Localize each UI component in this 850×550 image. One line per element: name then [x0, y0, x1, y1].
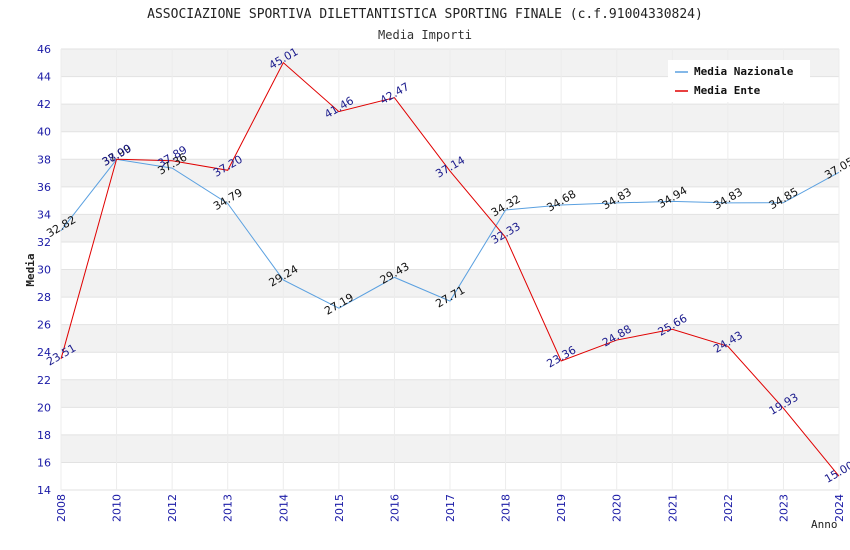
x-tick-label: 2021 [666, 494, 679, 522]
y-tick-label: 38 [37, 153, 51, 166]
y-tick-label: 28 [37, 291, 51, 304]
x-tick-label: 2017 [444, 494, 457, 522]
y-tick-label: 32 [37, 236, 51, 249]
y-tick-label: 44 [37, 71, 51, 84]
series-line-media-ente [60, 61, 840, 477]
x-tick-label: 2020 [611, 494, 624, 522]
x-tick-label: 2023 [777, 494, 790, 522]
y-tick-label: 36 [37, 181, 51, 194]
series-lines [60, 61, 840, 477]
chart-title: ASSOCIAZIONE SPORTIVA DILETTANTISTICA SP… [147, 7, 703, 22]
y-tick-label: 46 [37, 43, 51, 56]
y-axis-label: Media [24, 253, 37, 286]
x-tick-label: 2012 [166, 494, 179, 522]
y-tick-label: 30 [37, 264, 51, 277]
legend-background [668, 60, 810, 102]
x-tick-label: 2010 [111, 494, 124, 522]
y-tick-label: 18 [37, 429, 51, 442]
x-tick-label: 2022 [722, 494, 735, 522]
y-tick-label: 34 [37, 208, 51, 221]
legend-label-media-ente: Media Ente [694, 84, 761, 97]
y-tick-label: 24 [37, 346, 51, 359]
y-tick-label: 42 [37, 98, 51, 111]
x-axis-ticks: 2008 2010 2012 2013 2014 2015 2016 2017 2018 2019… [55, 494, 846, 522]
x-axis-label: Anno [811, 518, 838, 531]
legend: Media Nazionale Media Ente [668, 60, 810, 102]
x-tick-label: 2015 [333, 494, 346, 522]
x-tick-label: 2024 [833, 494, 846, 522]
x-tick-label: 2008 [55, 494, 68, 522]
x-tick-label: 2016 [388, 494, 401, 522]
x-tick-label: 2019 [555, 494, 568, 522]
y-axis-ticks: 14 16 18 20 22 24 26 28 30 32 34 36 38 40 42 44 46 [37, 43, 51, 497]
y-tick-label: 26 [37, 319, 51, 332]
legend-label-media-nazionale: Media Nazionale [694, 65, 794, 78]
y-tick-label: 20 [37, 401, 51, 414]
x-tick-label: 2014 [277, 494, 290, 522]
grid-lines [60, 48, 840, 491]
series-line-media-nazionale [60, 158, 840, 309]
chart-subtitle: Media Importi [378, 28, 472, 42]
y-tick-label: 40 [37, 126, 51, 139]
x-tick-label: 2013 [222, 494, 235, 522]
y-tick-label: 22 [37, 374, 51, 387]
y-tick-label: 14 [37, 484, 51, 497]
x-tick-label: 2018 [500, 494, 513, 522]
y-tick-label: 16 [37, 456, 51, 469]
